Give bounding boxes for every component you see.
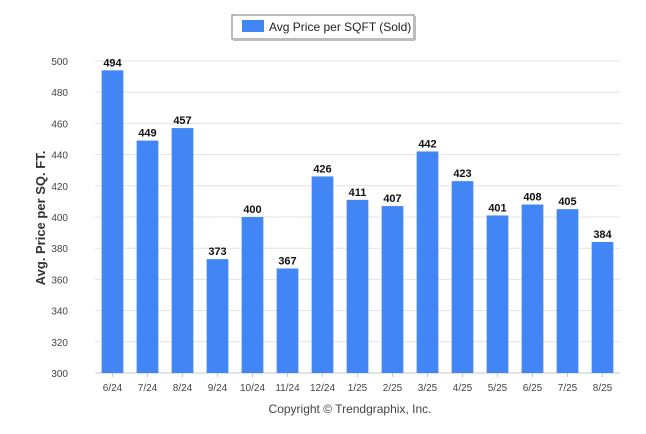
x-tick-label: 11/24 [275,383,300,394]
bar-6-25 [521,204,544,373]
y-tick-label: 440 [51,151,68,162]
y-tick-label: 480 [51,88,68,99]
y-tick-label: 340 [51,307,68,318]
y-tick-label: 380 [51,244,68,255]
bar-value-label: 423 [453,168,471,180]
bar-value-label: 407 [383,193,401,205]
bar-7-25 [556,209,579,373]
x-tick-label: 8/24 [173,383,193,394]
bar-value-label: 400 [243,204,261,216]
bar-2-25 [381,206,404,373]
y-tick-label: 460 [51,119,68,130]
bar-6-24 [101,70,124,374]
copyright-footer: Copyright © Trendgraphix, Inc. [269,402,432,416]
x-tick-label: 6/25 [523,383,543,394]
bar-5-25 [486,215,509,373]
bar-3-25 [416,151,439,373]
y-axis-label: Avg. Price per SQ. FT. [33,151,48,286]
y-tick-label: 420 [51,182,68,193]
bars [101,70,614,374]
x-tick-label: 5/25 [488,383,508,394]
x-tick-label: 7/24 [138,383,158,394]
y-tick-labels: 300 320 340 360 380 400 420 440 460 480 500 [51,57,68,380]
x-tick-label: 6/24 [103,383,123,394]
x-tick-label: 3/25 [418,383,438,394]
bar-value-label: 442 [418,138,436,150]
y-tick-label: 320 [51,338,68,349]
bar-7-24 [136,140,159,373]
bar-value-label: 367 [278,255,296,267]
bar-11-24 [276,268,299,373]
x-tick-label: 12/24 [310,383,335,394]
bar-10-24 [241,217,264,373]
bar-value-label: 401 [488,202,506,214]
bar-value-label: 494 [103,57,122,69]
bar-9-24 [206,259,229,373]
bar-8-24 [171,128,194,373]
bar-value-label: 405 [558,196,576,208]
x-tick-label: 9/24 [208,383,228,394]
x-tick-label: 10/24 [240,383,265,394]
x-tick-label: 2/25 [383,383,403,394]
legend-swatch [242,20,264,32]
bar-value-label: 426 [313,163,331,175]
bar-8-25 [591,241,614,373]
x-tick-label: 4/25 [453,383,473,394]
legend-label: Avg Price per SQFT (Sold) [269,20,411,34]
bar-value-label: 373 [208,246,226,258]
bar-value-labels: 494 449 457 373 400 367 426 411 407 442 423 401 408 4… [103,57,612,267]
bar-1-25 [346,199,369,373]
x-tick-label: 8/25 [593,383,613,394]
y-tick-label: 400 [51,213,68,224]
bar-value-label: 408 [523,192,541,204]
bar-value-label: 449 [138,128,156,140]
bar-12-24 [311,176,334,373]
y-tick-label: 500 [51,57,68,68]
x-tick-label: 7/25 [558,383,578,394]
legend: Avg Price per SQFT (Sold) [231,14,416,41]
bar-value-label: 457 [173,115,191,127]
y-tick-label: 300 [51,369,68,380]
x-tick-labels: 6/24 7/24 8/24 9/24 10/24 11/24 12/24 1/25 2/25 3… [103,373,613,394]
bar-value-label: 411 [349,187,367,199]
bar-value-label: 384 [593,229,612,241]
bar-4-25 [451,181,474,373]
x-tick-label: 1/25 [348,383,368,394]
y-tick-label: 360 [51,275,68,286]
